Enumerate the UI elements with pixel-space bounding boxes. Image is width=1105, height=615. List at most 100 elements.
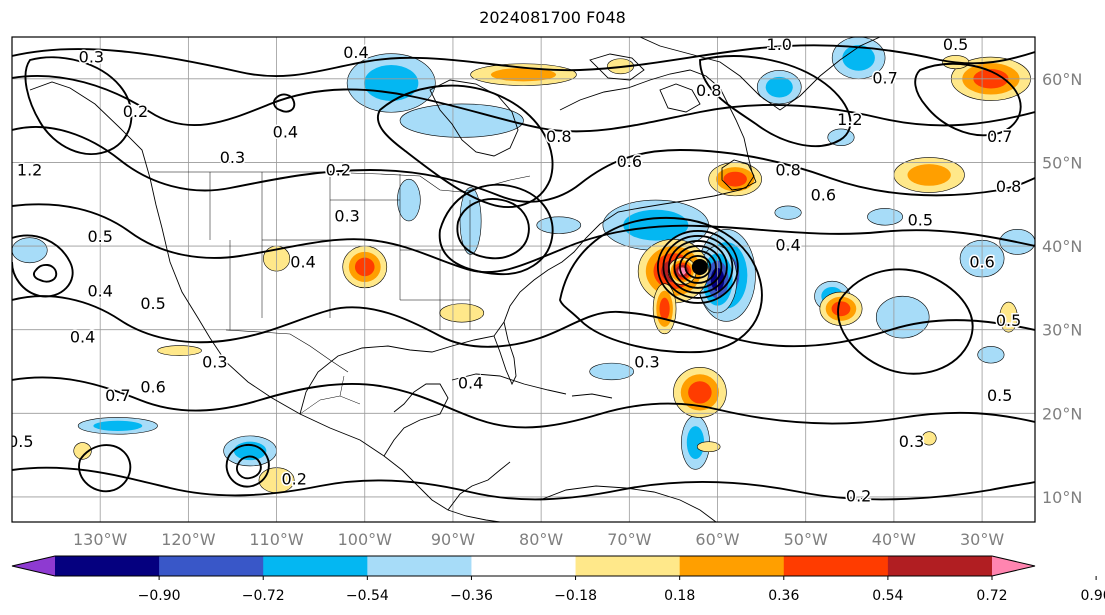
longitude-tick-label: 40°W — [872, 530, 916, 549]
contour-line — [456, 198, 530, 260]
contour-label: 0.7 — [987, 127, 1012, 146]
positive-anomaly-area — [907, 164, 951, 186]
colorbar-tick-label: −0.72 — [242, 588, 285, 604]
positive-anomaly-area — [157, 345, 202, 356]
longitude-tick-label: 100°W — [338, 530, 393, 549]
contour-label: 0.8 — [775, 160, 800, 179]
contour-label: 0.4 — [290, 252, 315, 271]
map-frame — [11, 36, 1036, 523]
negative-anomaly-area — [397, 178, 421, 222]
contour-label: 0.3 — [220, 148, 245, 167]
positive-anomaly-area — [439, 303, 485, 323]
negative-anomaly-area — [399, 103, 524, 138]
positive-anomaly-area — [688, 381, 712, 404]
storm-center-marker — [691, 258, 708, 275]
contour-line — [559, 217, 763, 354]
newfoundland — [721, 159, 755, 191]
contour-label: 0.6 — [969, 252, 994, 271]
hispaniola — [571, 393, 613, 399]
negative-anomaly-area — [774, 205, 802, 220]
longitude-tick-label: 30°W — [960, 530, 1004, 549]
storm-contour — [667, 240, 728, 294]
contour-label: 0.4 — [458, 374, 483, 393]
colorbar-tick-label: −0.36 — [450, 588, 493, 604]
storm-contours — [656, 230, 739, 304]
contour-label: 0.5 — [908, 210, 933, 229]
contour-label: 0.5 — [943, 35, 968, 54]
central-america — [447, 461, 511, 511]
florida-peninsula — [493, 321, 517, 386]
latitude-tick-label: 60°N — [1042, 70, 1082, 89]
canada-arctic-islands — [589, 53, 701, 113]
gulf-coast — [299, 181, 757, 415]
hudson-bay — [429, 79, 519, 157]
contour-label: 0.8 — [996, 177, 1021, 196]
negative-anomaly-area — [875, 295, 930, 339]
colorbar-segment — [679, 556, 785, 576]
positive-anomaly-area — [73, 442, 92, 460]
latitude-tick-label: 30°N — [1042, 321, 1082, 340]
contour-label: 0.2 — [123, 102, 148, 121]
positive-anomaly-area — [921, 431, 937, 446]
contour-label: 0.6 — [617, 152, 642, 171]
contour-label: 0.7 — [872, 68, 897, 87]
positive-anomaly-area — [831, 301, 851, 317]
colorbar-tick-label: 0.90 — [1081, 588, 1105, 604]
coastlines — [29, 37, 881, 522]
negative-anomaly-area — [765, 76, 793, 98]
colorbar-tick-label: 0.54 — [872, 588, 903, 604]
colorbar-segment — [575, 556, 681, 576]
contour-label: 0.3 — [334, 206, 359, 225]
mexico-states — [299, 375, 361, 415]
positive-anomaly-area — [659, 297, 670, 320]
contour-label: 0.4 — [87, 282, 112, 301]
contour-line — [12, 234, 74, 298]
storm-contour — [678, 250, 717, 284]
negative-anomaly-area — [686, 426, 705, 460]
us-mexico-border — [225, 329, 349, 373]
longitude-tick-label: 50°W — [784, 530, 828, 549]
contour-line — [438, 183, 554, 276]
contour-line — [12, 44, 1035, 78]
contour-label: 1.2 — [837, 110, 862, 129]
figure-title: 2024081700 F048 — [479, 8, 626, 27]
contour-line — [32, 264, 58, 283]
contour-line — [12, 295, 1035, 348]
negative-anomaly-area — [459, 187, 482, 255]
contour-line — [837, 268, 974, 375]
greenland-coast — [639, 37, 881, 111]
contour-line — [12, 376, 1035, 429]
longitude-tick-label: 110°W — [249, 530, 304, 549]
negative-anomaly-area — [536, 216, 582, 234]
longitude-tick-label: 70°W — [607, 530, 651, 549]
contour-label: 0.4 — [70, 328, 95, 347]
contour-line — [272, 93, 296, 113]
contour-labels: 0.3 0.4 1.0 0.5 0.2 0.4 0.2 0.3 0.6 0.8 0.8 0.7 1.2 0… — [12, 35, 1023, 507]
cuba — [451, 373, 567, 395]
longitude-tick-label: 90°W — [431, 530, 475, 549]
latitude-tick-label: 10°N — [1042, 488, 1082, 507]
positive-anomaly-area — [490, 67, 557, 82]
colorbar: −0.90 −0.72 −0.54 −0.36 −0.18 0.18 0.36 0.54 0.7… — [11, 555, 1105, 604]
storm-contour — [662, 235, 734, 299]
contour-label: 0.2 — [281, 470, 306, 489]
contour-label: 0.4 — [273, 123, 298, 142]
contour-label: 0.2 — [846, 486, 871, 505]
contour-label: 0.5 — [87, 227, 112, 246]
longitude-tick-label: 80°W — [519, 530, 563, 549]
colorbar-under-extension — [12, 556, 55, 576]
latitude-tick-label: 50°N — [1042, 153, 1082, 172]
colorbar-tick-label: −0.54 — [346, 588, 389, 604]
colorbar-segment — [159, 556, 264, 576]
negative-anomaly-area — [977, 346, 1005, 364]
contour-line — [225, 443, 270, 488]
longitude-tick-label: 130°W — [73, 530, 128, 549]
positive-anomaly-area — [723, 171, 747, 187]
contour-label: 0.4 — [343, 43, 368, 62]
negative-anomaly-area — [12, 237, 48, 264]
colorbar-segment — [887, 556, 993, 576]
colorbar-segment — [783, 556, 889, 576]
colorbar-outline — [11, 555, 1036, 577]
contour-label: 1.0 — [767, 35, 792, 54]
contour-line — [12, 75, 1035, 133]
